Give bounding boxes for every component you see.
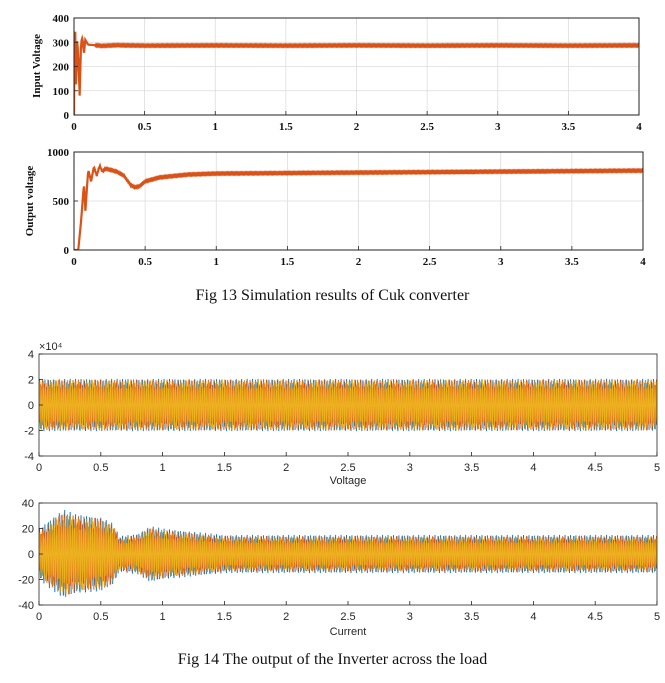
y-tick-label: 400	[53, 13, 70, 25]
chart-inverter-voltage: 0 0.5 1 1.5 2 2.5 3 3.5 4 4.5 5 -4 -2 0 2 4 ×10⁴ Volta…	[24, 341, 660, 487]
y-tick-labels: -4 -2 0 2 4	[24, 349, 43, 463]
x-tick-label: 2.5	[340, 611, 355, 623]
series-lines	[74, 162, 643, 250]
x-tick-label: 1.5	[217, 462, 232, 474]
series-line	[39, 380, 657, 430]
x-tick-label: 5	[654, 462, 660, 474]
x-tick-label: 1.5	[279, 121, 293, 133]
x-tick-label: 3.5	[565, 256, 579, 268]
chart-output-voltage: 0 0.5 1 1.5 2 2.5 3 3.5 4 0 500 1000 Output voltag…	[24, 147, 646, 268]
x-tick-label: 2.5	[420, 121, 434, 133]
x-tick-label: 4	[636, 121, 642, 133]
y-tick-label: 2	[28, 375, 34, 387]
y-tick-labels: 0 100 200 300 400	[53, 13, 78, 122]
x-tick-label: 4	[530, 611, 536, 623]
x-tick-label: 5	[654, 611, 660, 623]
x-tick-labels: 0 0.5 1 1.5 2 2.5 3 3.5 4 4.5 5	[36, 601, 660, 623]
x-tick-label: 0.5	[93, 611, 108, 623]
x-tick-label: 2.5	[423, 256, 437, 268]
series-lines	[39, 509, 657, 597]
x-tick-label: 1	[213, 121, 219, 133]
x-tick-labels: 0 0.5 1 1.5 2 2.5 3 3.5 4 4.5 5	[36, 452, 660, 474]
x-tick-label: 2	[283, 611, 289, 623]
y-tick-label: 500	[53, 196, 70, 208]
chart-inverter-current: 0 0.5 1 1.5 2 2.5 3 3.5 4 4.5 5 -40 -20 0 20 40 Curren…	[18, 498, 660, 638]
x-tick-label: 2	[354, 121, 360, 133]
y-tick-label: 0	[28, 549, 34, 561]
x-tick-label: 1	[160, 462, 166, 474]
x-tick-label: 3	[498, 256, 504, 268]
figure-13-caption: Fig 13 Simulation results of Cuk convert…	[195, 287, 470, 304]
series-line	[74, 31, 639, 115]
chart-input-voltage: 0 0.5 1 1.5 2 2.5 3 3.5 4 0 100 200 300 400 Input Vo…	[31, 13, 642, 133]
y-tick-label: 300	[53, 37, 70, 49]
x-tick-label: 3.5	[464, 462, 479, 474]
x-tick-label: 1	[160, 611, 166, 623]
series-line	[39, 514, 657, 594]
y-multiplier-label: ×10⁴	[39, 341, 63, 353]
y-axis-label: Input Voltage	[31, 34, 43, 98]
x-tick-label: 3	[407, 462, 413, 474]
y-tick-label: 20	[22, 524, 34, 536]
x-tick-label: 3.5	[464, 611, 479, 623]
x-tick-label: 3	[495, 121, 501, 133]
y-tick-label: 4	[28, 349, 34, 361]
x-tick-label: 0.5	[138, 256, 152, 268]
y-tick-labels: 0 500 1000	[47, 147, 78, 257]
x-tick-label: 1.5	[281, 256, 295, 268]
y-tick-label: 0	[28, 400, 34, 412]
x-tick-label: 4.5	[588, 611, 603, 623]
x-tick-label: 0	[36, 611, 42, 623]
figure-14-caption: Fig 14 The output of the Inverter across…	[177, 651, 488, 668]
grid-lines	[73, 17, 640, 116]
x-tick-label: 1.5	[217, 611, 232, 623]
y-tick-labels: -40 -20 0 20 40	[18, 498, 43, 612]
y-tick-label: 200	[53, 62, 70, 74]
x-tick-label: 4.5	[588, 462, 603, 474]
x-tick-label: 2	[283, 462, 289, 474]
x-tick-labels: 0 0.5 1 1.5 2 2.5 3 3.5 4	[71, 246, 646, 268]
series-lines	[74, 31, 639, 115]
y-tick-label: 1000	[47, 147, 70, 159]
y-tick-label: -2	[24, 426, 34, 438]
series-lines	[39, 378, 657, 432]
y-tick-label: -20	[18, 575, 34, 587]
y-tick-label: 100	[53, 86, 70, 98]
x-tick-label: 3	[407, 611, 413, 623]
x-axis-label: Current	[330, 626, 367, 638]
x-tick-label: 4	[530, 462, 536, 474]
x-tick-label: 0	[36, 462, 42, 474]
y-tick-label: 40	[22, 498, 34, 510]
x-tick-label: 3.5	[562, 121, 576, 133]
x-tick-label: 0	[71, 121, 77, 133]
y-tick-label: 0	[64, 245, 70, 257]
x-tick-label: 2	[356, 256, 362, 268]
y-axis-label: Output voltage	[24, 166, 36, 237]
x-tick-label: 4	[640, 256, 646, 268]
y-tick-label: -40	[18, 600, 34, 612]
x-tick-labels: 0 0.5 1 1.5 2 2.5 3 3.5 4	[71, 111, 642, 133]
y-tick-label: 0	[64, 110, 70, 122]
x-axis-label: Voltage	[330, 475, 367, 487]
x-tick-label: 2.5	[340, 462, 355, 474]
y-tick-label: -4	[24, 451, 34, 463]
x-tick-label: 0.5	[93, 462, 108, 474]
grid-lines	[73, 151, 644, 251]
series-line	[74, 162, 643, 250]
x-tick-label: 0.5	[138, 121, 152, 133]
x-tick-label: 1	[214, 256, 220, 268]
x-tick-label: 0	[71, 256, 77, 268]
